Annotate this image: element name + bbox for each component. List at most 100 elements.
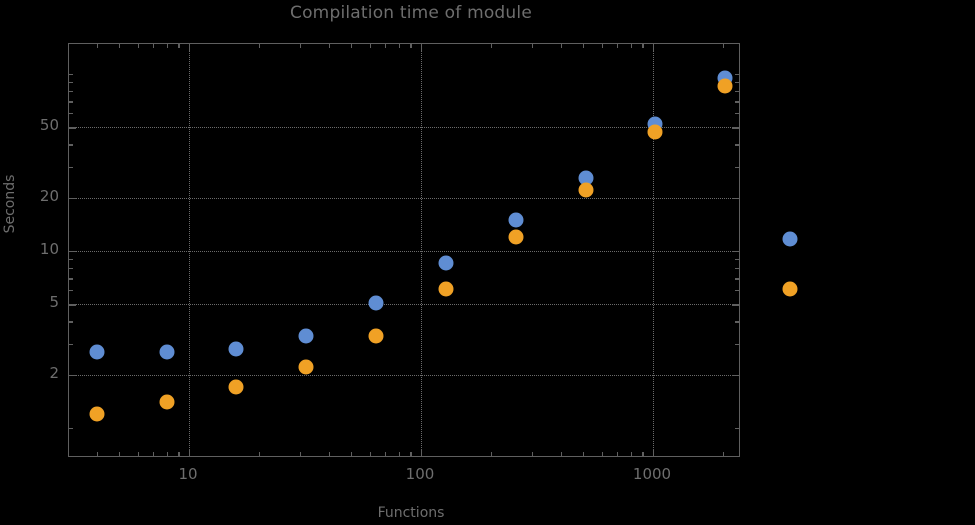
y-axis-tick: [69, 166, 73, 168]
y-axis-tick: [732, 197, 739, 200]
data-point-orange-outlier: [782, 281, 798, 297]
y-axis-tick: [735, 259, 739, 261]
x-axis-tick: [178, 452, 180, 456]
y-axis-tick: [69, 304, 76, 306]
y-axis-tick: [735, 74, 739, 76]
y-axis-tick: [69, 197, 76, 200]
x-axis-tick: [96, 452, 98, 456]
data-point-orange-series: [578, 182, 594, 198]
x-axis-tick: [166, 452, 168, 456]
x-axis-tick: [560, 44, 562, 48]
y-axis-tick: [735, 166, 739, 168]
data-point-orange-series: [159, 394, 175, 410]
gridline-horizontal: [69, 374, 739, 376]
y-axis-tick: [735, 91, 739, 93]
y-axis-tick: [69, 113, 73, 115]
gridline-horizontal: [69, 197, 739, 199]
data-point-blue-series: [298, 328, 314, 344]
data-point-orange-series: [368, 328, 384, 344]
x-axis-title: Functions: [377, 505, 445, 521]
x-axis-tick: [560, 452, 562, 456]
x-axis-tick: [369, 452, 371, 456]
y-axis-tick: [69, 268, 73, 270]
y-axis-tick: [735, 82, 739, 84]
x-axis-tick: [258, 452, 261, 456]
y-axis-tick: [69, 82, 73, 84]
y-axis-tick: [732, 374, 739, 377]
x-axis-tick: [398, 44, 400, 48]
gridline-vertical: [653, 44, 654, 456]
y-axis-tick: [735, 268, 739, 270]
x-axis-tick: [119, 44, 121, 48]
y-axis-tick: [69, 74, 73, 76]
y-axis-tick: [735, 101, 739, 103]
plot-area: [68, 43, 740, 457]
chart-title: Compilation time of module: [290, 3, 532, 23]
data-point-blue-series: [228, 341, 244, 357]
data-point-orange-series: [717, 78, 733, 94]
y-axis-tick-label: 50: [39, 116, 59, 135]
y-axis-tick: [69, 343, 73, 345]
data-point-blue-series: [438, 255, 454, 271]
data-point-orange-series: [228, 379, 244, 395]
x-axis-tick: [617, 452, 619, 456]
y-axis-tick: [735, 278, 739, 280]
x-axis-tick: [178, 44, 180, 48]
y-axis-tick: [69, 127, 76, 129]
gridline-horizontal: [69, 127, 739, 129]
data-point-orange-series: [298, 359, 314, 375]
data-point-blue-outlier: [782, 231, 798, 247]
x-axis-tick: [630, 44, 632, 48]
data-point-orange-series: [89, 406, 105, 422]
data-point-blue-series: [578, 170, 594, 186]
x-axis-tick: [328, 44, 330, 48]
x-axis-tick: [369, 44, 371, 48]
x-axis-tick: [410, 44, 412, 48]
x-axis-tick: [96, 44, 98, 48]
x-axis-tick: [137, 452, 139, 456]
y-axis-tick: [735, 428, 739, 430]
x-axis-tick: [653, 44, 655, 51]
x-axis-tick: [153, 44, 155, 48]
x-axis-tick: [531, 44, 533, 48]
data-point-orange-series: [508, 229, 524, 245]
x-axis-tick: [351, 44, 353, 48]
x-axis-tick: [166, 44, 168, 48]
x-axis-tick: [398, 452, 400, 456]
x-axis-tick: [642, 44, 644, 48]
gridline-vertical: [189, 44, 190, 456]
y-axis-tick: [69, 278, 73, 280]
data-point-blue-series: [368, 295, 384, 311]
x-axis-tick: [385, 452, 387, 456]
y-axis-tick-label: 20: [39, 186, 59, 205]
x-axis-tick: [421, 449, 423, 456]
gridline-horizontal: [69, 304, 739, 306]
y-axis-tick: [69, 321, 73, 323]
y-axis-tick: [69, 251, 76, 253]
x-axis-tick-label: 10: [178, 465, 198, 483]
y-axis-tick: [735, 321, 739, 323]
x-axis-tick: [583, 452, 585, 456]
x-axis-tick: [299, 44, 301, 48]
y-axis-tick: [69, 428, 73, 430]
data-point-blue-series: [159, 344, 175, 360]
x-axis-tick: [722, 44, 725, 48]
x-axis-tick: [531, 452, 533, 456]
x-axis-tick: [490, 44, 493, 48]
data-point-blue-series: [508, 212, 524, 228]
y-axis-tick-label: 5: [49, 293, 59, 312]
x-axis-tick: [328, 452, 330, 456]
x-axis-tick: [601, 44, 603, 48]
y-axis-tick: [69, 259, 73, 261]
x-axis-tick-label: 1000: [632, 465, 672, 483]
x-axis-tick: [722, 452, 725, 456]
y-axis-tick: [735, 113, 739, 115]
x-axis-tick: [299, 452, 301, 456]
x-axis-tick: [490, 452, 493, 456]
x-axis-tick: [153, 452, 155, 456]
y-axis-tick: [69, 91, 73, 93]
y-axis-tick: [69, 290, 73, 292]
x-axis-tick: [653, 449, 655, 456]
y-axis-title: Seconds: [2, 174, 18, 234]
